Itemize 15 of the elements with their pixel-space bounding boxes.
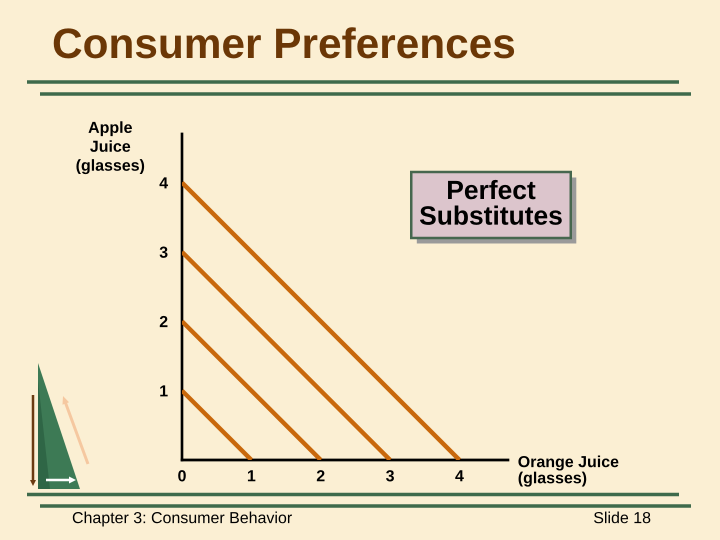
annotation: Perfect Substitutes (420, 180, 562, 225)
x-tick-label: 1 (248, 470, 256, 482)
chart-title: Consumer Preferences (54, 27, 514, 58)
x-axis-title: Orange Juice (glasses) (518, 456, 618, 487)
x-tick-label: 2 (316, 470, 325, 482)
y-tick-label: 1 (160, 385, 168, 396)
y-tick-label: 2 (160, 316, 168, 328)
x-tick-label: 3 (386, 470, 394, 482)
y-tick-label: 3 (160, 246, 168, 258)
x-tick-label: 0 (178, 470, 186, 482)
y-tick-label: 4 (159, 177, 168, 188)
text: Chapter 3: Consumer Behavior (72, 512, 292, 526)
text: Slide 18 (594, 512, 650, 524)
y-axis-title: Apple Juice (glasses) (76, 121, 144, 174)
x-tick-label: 4 (455, 470, 464, 482)
